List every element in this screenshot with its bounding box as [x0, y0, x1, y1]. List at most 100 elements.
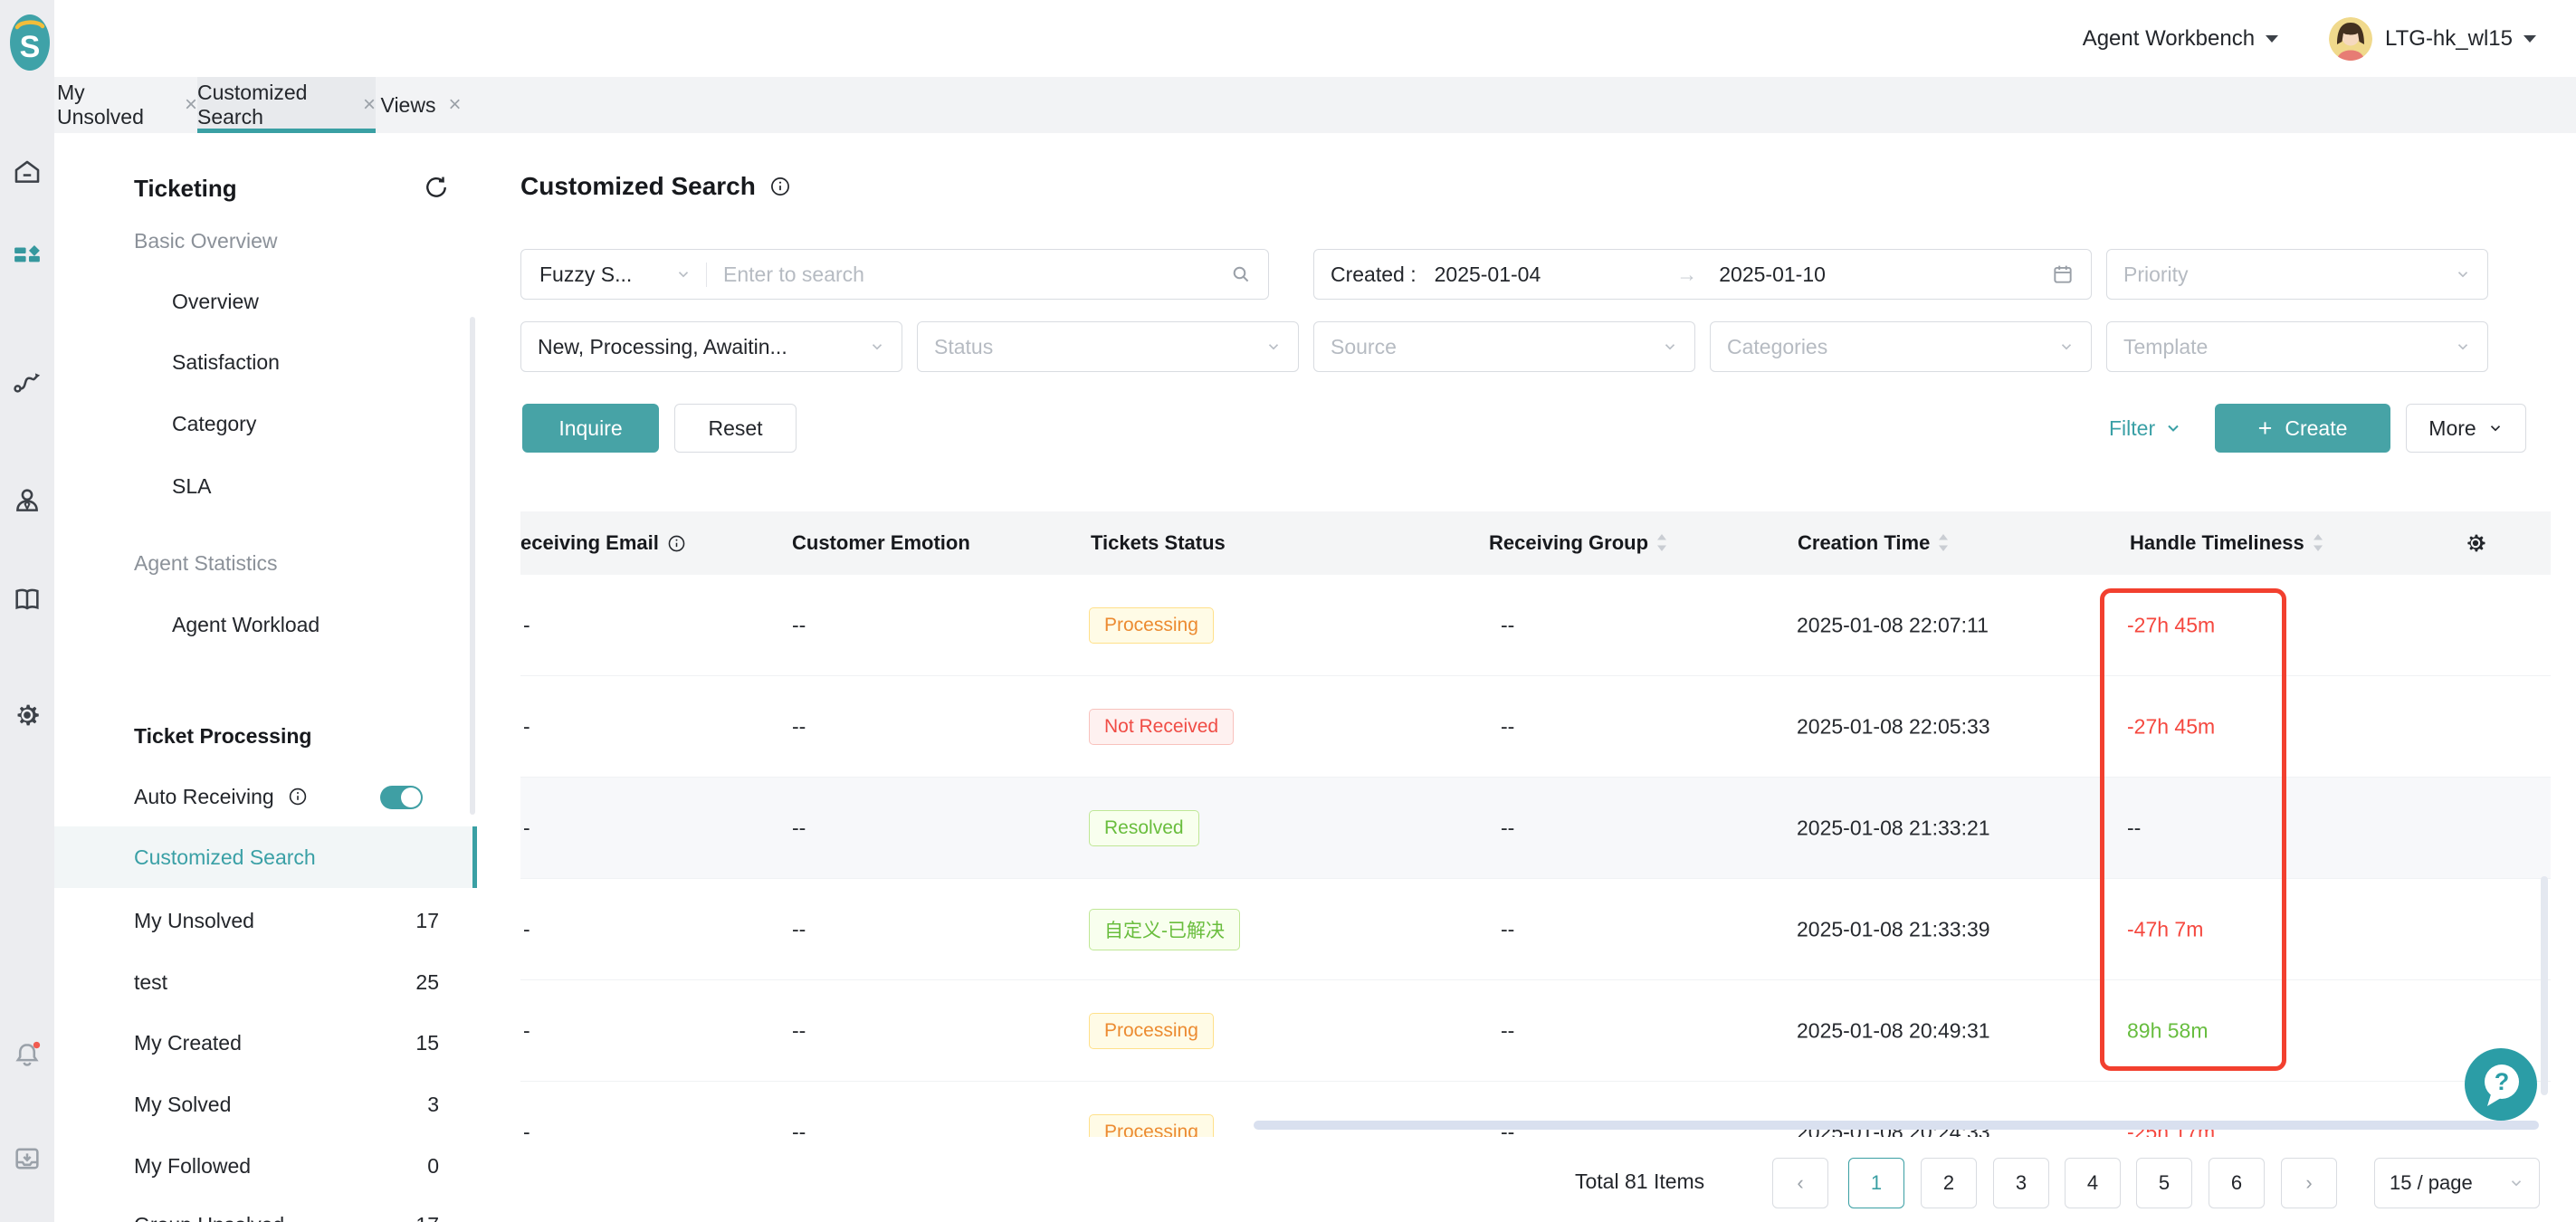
table-row[interactable]: - -- Processing -- 2025-01-08 20:49:31 8… [520, 980, 2551, 1082]
status-select[interactable]: Status [917, 321, 1299, 372]
sort-icon[interactable] [1937, 532, 1950, 554]
pagination-page-5[interactable]: 5 [2136, 1158, 2192, 1208]
info-icon [668, 535, 685, 551]
sidebar-item-customized-search[interactable]: Customized Search [54, 826, 477, 888]
sidebar-item-category[interactable]: Category [172, 412, 257, 435]
info-icon [289, 788, 307, 806]
sidebar-item-my-unsolved[interactable]: My Unsolved [134, 909, 254, 932]
download-tray-icon[interactable] [12, 1143, 43, 1174]
pagination-prev-button[interactable]: ‹ [1772, 1158, 1828, 1208]
sidebar-item-agent-workload[interactable]: Agent Workload [172, 613, 320, 636]
reset-button[interactable]: Reset [674, 404, 797, 453]
create-button[interactable]: + Create [2215, 404, 2390, 453]
chevron-down-icon [2490, 425, 2500, 432]
sidebar-item-sla[interactable]: SLA [172, 474, 212, 498]
categories-select[interactable]: Categories [1710, 321, 2092, 372]
sidebar-item-my-solved[interactable]: My Solved [134, 1093, 232, 1116]
knowledge-book-icon[interactable] [12, 584, 43, 615]
workflow-icon[interactable] [12, 367, 43, 397]
sidebar-item-my-followed[interactable]: My Followed [134, 1154, 252, 1178]
date-to[interactable]: 2025-01-10 [1719, 262, 1826, 286]
cell-creation-time: 2025-01-08 21:33:39 [1797, 917, 1990, 940]
sidebar-item-basic-overview[interactable]: Basic Overview [134, 229, 278, 253]
inquire-button[interactable]: Inquire [522, 404, 659, 453]
sidebar-item-my-created[interactable]: My Created [134, 1031, 242, 1055]
sidebar-scrollbar[interactable] [470, 317, 475, 815]
apps-grid-icon[interactable] [12, 240, 43, 271]
close-icon[interactable]: × [184, 92, 197, 117]
workbench-label: Agent Workbench [2082, 25, 2256, 51]
pagination-page-1[interactable]: 1 [1848, 1158, 1904, 1208]
search-icon[interactable] [1230, 263, 1252, 285]
column-header-creation-time[interactable]: Creation Time [1798, 511, 1950, 575]
cell-group: -- [1501, 613, 1515, 636]
chevron-down-icon [2168, 425, 2179, 432]
tab-label: My Unsolved [57, 81, 144, 129]
cell-timeliness: -27h 45m [2127, 613, 2216, 636]
customer-icon[interactable] [12, 485, 43, 516]
search-type-select[interactable]: Fuzzy S... [521, 262, 707, 287]
pagination-next-button[interactable]: › [2281, 1158, 2337, 1208]
settings-gear-icon[interactable] [12, 700, 43, 730]
column-settings-gear-icon[interactable] [2463, 511, 2488, 575]
refresh-icon[interactable] [422, 173, 451, 202]
sort-icon[interactable] [2312, 532, 2324, 554]
sidebar-item-overview[interactable]: Overview [172, 290, 259, 313]
close-icon[interactable]: × [448, 92, 462, 117]
column-header-handle-timeliness[interactable]: Handle Timeliness [2130, 511, 2324, 575]
info-icon[interactable] [768, 175, 792, 198]
pagination-page-4[interactable]: 4 [2065, 1158, 2121, 1208]
close-icon[interactable]: × [362, 92, 376, 117]
count-badge: 17 [415, 909, 439, 932]
horizontal-scrollbar[interactable] [1254, 1121, 2539, 1130]
question-mark-glyph: ? [2495, 1068, 2510, 1095]
status-badge: Not Received [1089, 708, 1235, 745]
ticket-status-multiselect[interactable]: New, Processing, Awaitin... [520, 321, 902, 372]
left-icon-rail: S [0, 0, 54, 1222]
more-button[interactable]: More [2406, 404, 2526, 453]
status-badge: Processing [1089, 1113, 1214, 1137]
table-row[interactable]: - -- 自定义-已解决 -- 2025-01-08 21:33:39 -47h… [520, 879, 2551, 980]
tab-my-unsolved[interactable]: My Unsolved × [57, 77, 197, 133]
pagination-page-2[interactable]: 2 [1921, 1158, 1977, 1208]
created-date-range[interactable]: Created : 2025-01-04 → 2025-01-10 [1313, 249, 2092, 300]
sidebar-item-test[interactable]: test [134, 970, 168, 994]
page-size-select[interactable]: 15 / page [2374, 1158, 2540, 1208]
cell-creation-time: 2025-01-08 21:33:21 [1797, 816, 1990, 839]
brand-logo[interactable]: S [10, 14, 50, 71]
pagination-page-3[interactable]: 3 [1993, 1158, 2049, 1208]
cell-creation-time: 2025-01-08 20:49:31 [1797, 1018, 1990, 1042]
sidebar-item-satisfaction[interactable]: Satisfaction [172, 350, 280, 374]
column-header-receiving-email[interactable]: eceiving Email [520, 511, 687, 575]
status-badge: Resolved [1089, 809, 1199, 846]
column-header-customer-emotion[interactable]: Customer Emotion [792, 531, 970, 554]
table-row[interactable]: - -- Not Received -- 2025-01-08 22:05:33… [520, 676, 2551, 778]
vertical-scrollbar[interactable] [2541, 876, 2548, 1095]
sidebar-item-group-unsolved[interactable]: Group Unsolved [134, 1194, 442, 1222]
sidebar-title: Ticketing [134, 175, 237, 202]
auto-receiving-toggle[interactable] [380, 786, 423, 809]
filter-toggle-link[interactable]: Filter [2109, 404, 2182, 453]
notification-bell-icon[interactable] [12, 1039, 43, 1070]
avatar[interactable] [2329, 16, 2373, 61]
sort-icon[interactable] [1655, 532, 1668, 554]
date-from[interactable]: 2025-01-04 [1434, 262, 1541, 286]
username[interactable]: LTG-hk_wl15 [2385, 25, 2513, 51]
chevron-down-icon[interactable] [2524, 34, 2536, 43]
help-button[interactable]: ? [2465, 1048, 2537, 1121]
table-row[interactable]: - -- Resolved -- 2025-01-08 21:33:21 -- [520, 778, 2551, 879]
annotation-highlight-box [2100, 588, 2286, 1071]
priority-select[interactable]: Priority [2106, 249, 2488, 300]
home-icon[interactable] [12, 157, 43, 187]
column-header-tickets-status[interactable]: Tickets Status [1091, 531, 1226, 554]
tab-views[interactable]: Views × [376, 77, 466, 133]
template-select[interactable]: Template [2106, 321, 2488, 372]
sidebar-item-auto-receiving[interactable]: Auto Receiving [134, 766, 442, 827]
search-input[interactable]: Enter to search [707, 263, 1268, 287]
column-header-receiving-group[interactable]: Receiving Group [1489, 511, 1668, 575]
sidebar-section-agent-statistics: Agent Statistics [134, 551, 278, 575]
tab-customized-search[interactable]: Customized Search × [197, 77, 376, 133]
pagination-page-6[interactable]: 6 [2209, 1158, 2265, 1208]
workbench-switcher[interactable]: Agent Workbench [2082, 25, 2279, 52]
source-select[interactable]: Source [1313, 321, 1695, 372]
